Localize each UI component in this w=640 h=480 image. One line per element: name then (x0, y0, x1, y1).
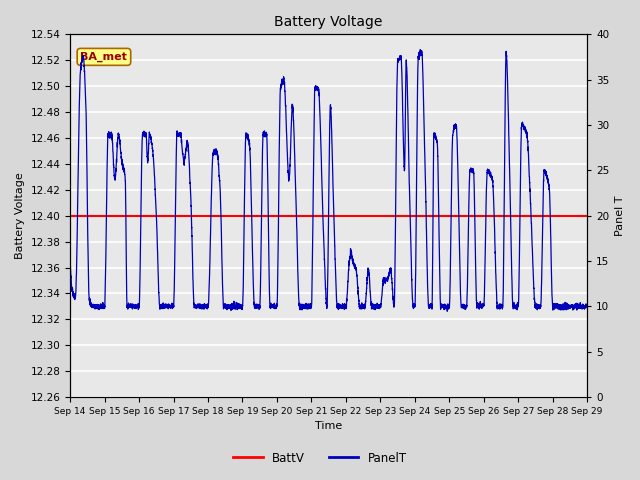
Y-axis label: Battery Voltage: Battery Voltage (15, 172, 25, 259)
Legend: BattV, PanelT: BattV, PanelT (228, 447, 412, 469)
Y-axis label: Panel T: Panel T (615, 195, 625, 236)
Title: Battery Voltage: Battery Voltage (275, 15, 383, 29)
X-axis label: Time: Time (315, 421, 342, 432)
Text: BA_met: BA_met (81, 52, 127, 62)
